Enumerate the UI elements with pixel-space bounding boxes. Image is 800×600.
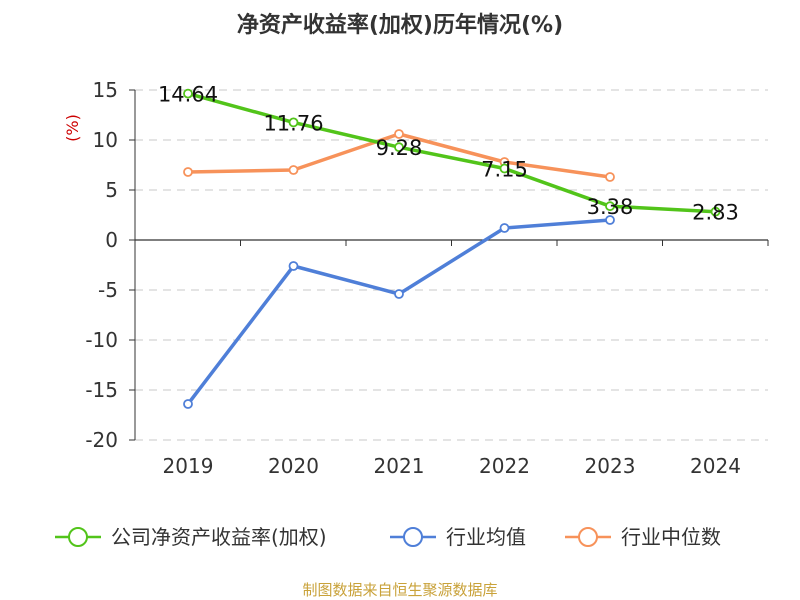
legend-marker bbox=[578, 527, 598, 547]
data-label: 2.83 bbox=[692, 201, 739, 225]
data-point bbox=[183, 88, 193, 99]
y-tick-label: 5 bbox=[105, 178, 118, 202]
y-tick-label: -5 bbox=[98, 278, 118, 302]
x-tick-label: 2019 bbox=[163, 454, 214, 478]
x-tick-label: 2023 bbox=[585, 454, 636, 478]
data-point bbox=[499, 223, 510, 233]
data-point bbox=[183, 167, 193, 177]
legend-item[interactable]: 行业中位数 bbox=[565, 525, 721, 549]
y-tick-label: 10 bbox=[93, 128, 118, 152]
data-point bbox=[288, 117, 299, 128]
x-tick-label: 2021 bbox=[374, 454, 425, 478]
data-point bbox=[605, 201, 615, 212]
data-point bbox=[394, 129, 404, 139]
legend-label: 行业中位数 bbox=[621, 525, 721, 549]
x-tick-labels: 2019 2020 2021 2022 2023 2024 bbox=[163, 454, 741, 478]
data-point bbox=[710, 206, 721, 217]
data-point bbox=[394, 142, 404, 153]
data-label: 9.28 bbox=[376, 136, 423, 160]
y-tick-label: -15 bbox=[85, 378, 118, 402]
data-point bbox=[499, 163, 510, 174]
legend-label: 公司净资产收益率(加权) bbox=[111, 525, 327, 549]
axes bbox=[129, 89, 769, 441]
data-point bbox=[605, 172, 615, 182]
y-tick-label: 15 bbox=[93, 78, 118, 102]
data-label: 3.38 bbox=[587, 195, 634, 219]
data-label: 11.76 bbox=[263, 111, 323, 135]
y-axis-label: (%) bbox=[63, 114, 82, 142]
x-tick-label: 2024 bbox=[690, 454, 741, 478]
legend[interactable]: 公司净资产收益率(加权) 行业均值 行业中位数 bbox=[55, 525, 721, 549]
y-tick-label: -10 bbox=[85, 328, 118, 352]
chart-title: 净资产收益率(加权)历年情况(%) bbox=[237, 12, 563, 38]
series-line bbox=[186, 218, 612, 406]
legend-label: 行业均值 bbox=[446, 525, 526, 549]
legend-marker bbox=[403, 527, 423, 547]
data-point bbox=[288, 165, 299, 175]
legend-item[interactable]: 行业均值 bbox=[390, 525, 526, 549]
data-point bbox=[183, 399, 193, 409]
legend-item[interactable]: 公司净资产收益率(加权) bbox=[55, 525, 327, 549]
x-tick-label: 2022 bbox=[479, 454, 530, 478]
data-point bbox=[394, 289, 404, 299]
data-point bbox=[605, 215, 615, 225]
source-note: 制图数据来自恒生聚源数据库 bbox=[302, 581, 497, 599]
data-point bbox=[288, 261, 299, 271]
x-tick-label: 2020 bbox=[268, 454, 319, 478]
series-line bbox=[186, 91, 718, 214]
data-labels: 14.64 11.76 9.28 7.15 3.38 2.83 bbox=[158, 83, 739, 225]
y-tick-label: -20 bbox=[85, 428, 118, 452]
data-label: 7.15 bbox=[481, 158, 528, 182]
series-lines bbox=[183, 88, 721, 409]
data-label: 14.64 bbox=[158, 83, 218, 107]
legend-marker bbox=[68, 527, 88, 547]
y-tick-labels: 15 10 5 0 -5 -10 -15 -20 bbox=[85, 78, 118, 452]
gridlines bbox=[135, 89, 768, 441]
y-tick-label: 0 bbox=[105, 228, 118, 252]
